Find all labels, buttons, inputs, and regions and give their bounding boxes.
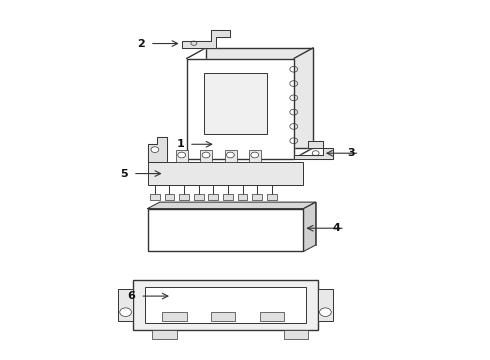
- Circle shape: [202, 152, 210, 158]
- Bar: [160, 202, 316, 245]
- Bar: [200, 150, 212, 162]
- Polygon shape: [147, 202, 316, 208]
- Circle shape: [251, 152, 259, 158]
- Bar: [147, 208, 303, 251]
- Polygon shape: [206, 48, 313, 148]
- Circle shape: [319, 308, 331, 316]
- Bar: [194, 194, 203, 200]
- Bar: [238, 194, 247, 200]
- Text: 2: 2: [137, 39, 145, 49]
- Text: 6: 6: [127, 291, 135, 301]
- Bar: [152, 330, 177, 339]
- Circle shape: [151, 147, 159, 153]
- Bar: [249, 150, 261, 162]
- Polygon shape: [182, 30, 230, 48]
- Bar: [176, 150, 188, 162]
- Bar: [252, 194, 262, 200]
- Bar: [133, 280, 318, 330]
- Bar: [284, 330, 308, 339]
- Bar: [162, 312, 187, 321]
- Bar: [145, 287, 306, 323]
- Polygon shape: [187, 59, 294, 158]
- Bar: [203, 73, 267, 134]
- Bar: [208, 194, 218, 200]
- Bar: [267, 194, 277, 200]
- Bar: [150, 194, 160, 200]
- Text: 5: 5: [121, 168, 128, 179]
- Polygon shape: [147, 137, 167, 162]
- Bar: [179, 194, 189, 200]
- Bar: [165, 194, 174, 200]
- Bar: [224, 150, 237, 162]
- Circle shape: [178, 152, 186, 158]
- Circle shape: [226, 152, 234, 158]
- Bar: [260, 312, 284, 321]
- Polygon shape: [303, 202, 316, 251]
- Bar: [211, 312, 235, 321]
- Bar: [223, 194, 233, 200]
- Text: 4: 4: [332, 223, 340, 233]
- Bar: [118, 289, 133, 321]
- Bar: [318, 289, 333, 321]
- Circle shape: [120, 308, 131, 316]
- Text: 1: 1: [176, 139, 184, 149]
- Polygon shape: [294, 141, 333, 158]
- Bar: [147, 162, 303, 185]
- Text: 3: 3: [347, 148, 355, 158]
